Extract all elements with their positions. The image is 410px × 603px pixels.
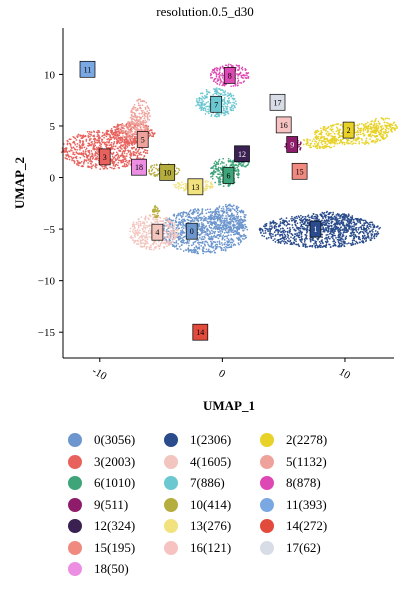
legend-label: 8(878) [286,475,321,490]
x-tick-label: -10 [90,365,109,383]
legend-swatch [164,497,178,512]
legend-item: 13(276) [164,518,231,534]
legend-item: 5(1132) [260,454,327,470]
cluster-label-0: 0 [185,222,198,240]
legend-item: 7(886) [164,475,225,491]
legend-item: 18(50) [68,561,129,577]
cluster-label-17: 17 [269,93,286,111]
legend-swatch [68,540,82,555]
cluster-label-3: 3 [98,148,111,166]
x-axis-label: UMAP_1 [203,398,255,413]
legend-label: 0(3056) [94,432,136,447]
cluster-label-15: 15 [291,162,308,180]
legend-item: 15(195) [68,540,135,556]
legend-label: 17(62) [286,539,321,555]
legend-swatch [260,433,274,447]
legend-swatch [260,519,274,533]
legend-swatch [68,454,82,469]
cluster-label-9: 9 [286,136,299,153]
legend-swatch [260,497,274,512]
legend-label: 16(121) [190,539,232,555]
x-tick-label: 0 [216,367,227,380]
legend-swatch [164,540,178,555]
legend-item: 17(62) [260,540,321,556]
legend-item: 8(878) [260,475,321,491]
legend-label: 9(511) [94,496,129,512]
cluster-label-4: 4 [151,223,164,241]
legend-swatch [164,454,178,469]
legend-label: 2(2278) [286,432,328,447]
cluster-label-5: 5 [136,131,149,148]
cluster-label-7: 7 [210,95,223,113]
legend-item: 11(393) [260,497,327,513]
legend-label: 11(393) [286,496,327,512]
legend-swatch [260,454,274,469]
y-tick-label: −10 [38,276,56,288]
legend-swatch [68,497,82,512]
legend-label: 13(276) [190,518,232,533]
legend-label: 14(272) [286,518,328,533]
legend-item: 3(2003) [68,454,135,470]
legend-swatch [260,540,274,555]
legend-label: 5(1132) [286,453,327,469]
legend-label: 1(2306) [190,432,232,447]
legend-item: 10(414) [164,497,231,513]
legend-item: 2(2278) [260,432,327,448]
cluster-label-16: 16 [275,116,292,134]
legend-item: 9(511) [68,497,128,513]
legend-swatch [68,433,82,447]
y-axis-label: UMAP_2 [12,157,27,209]
cluster-label-2: 2 [342,121,355,139]
legend-item: 0(3056) [68,432,135,448]
cluster-label-18: 18 [131,158,147,176]
cluster-label-14: 14 [192,323,209,341]
legend-label: 4(1605) [190,453,232,469]
legend-label: 15(195) [94,539,136,555]
y-tick-label: −15 [38,327,56,339]
cluster-label-13: 13 [187,178,204,196]
legend-item: 1(2306) [164,432,231,448]
legend-item: 12(324) [68,518,135,534]
cluster-point-clouds [60,62,398,338]
legend-item: 4(1605) [164,454,231,470]
y-tick-label: 0 [50,173,56,185]
legend-swatch [68,476,82,490]
legend-swatch [260,476,274,490]
cluster-0-points [159,203,249,255]
y-tick-label: 10 [44,69,56,81]
legend-label: 18(50) [94,561,129,576]
y-tick-label: −5 [43,224,55,236]
legend-item: 14(272) [260,518,327,534]
legend-label: 12(324) [94,518,136,533]
cluster-label-6: 6 [222,167,235,184]
legend-label: 7(886) [190,475,225,490]
cluster-label-10: 10 [159,164,176,181]
legend-swatch [164,519,178,533]
x-tick-label: 10 [337,366,353,382]
cluster-label-8: 8 [223,67,236,84]
cluster-label-12: 12 [234,145,250,163]
chart-title: resolution.0.5_d30 [156,4,254,19]
y-tick-label: 5 [50,121,56,133]
legend-swatch [164,476,178,490]
legend-item: 6(1010) [68,475,135,491]
cluster-5-points [118,98,151,140]
legend-label: 3(2003) [94,453,136,469]
legend-swatch [68,562,82,576]
legend-label: 10(414) [190,496,232,512]
legend-swatch [164,433,178,447]
legend-label: 6(1010) [94,475,136,490]
legend-swatch [68,519,82,533]
legend-item: 16(121) [164,540,231,556]
cluster-label-11: 11 [79,60,96,78]
cluster-label-1: 1 [309,220,322,238]
